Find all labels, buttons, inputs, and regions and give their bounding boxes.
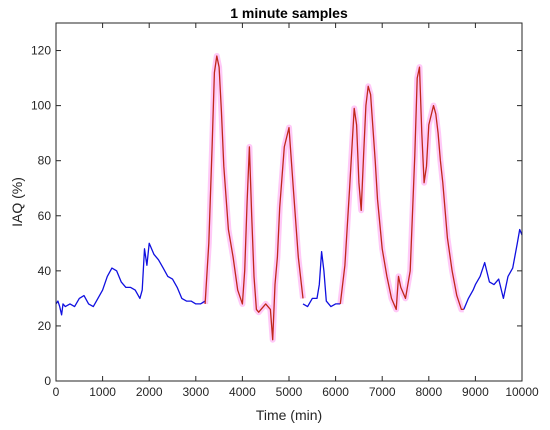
x-tick-label: 6000 <box>322 385 349 399</box>
series-line-red-1 <box>204 55 304 341</box>
x-axis-label: Time (min) <box>256 407 322 423</box>
series-line-red-3 <box>339 66 464 311</box>
x-tick-label: 4000 <box>229 385 256 399</box>
series-line-blue-0 <box>55 242 206 316</box>
y-tick-label: 40 <box>38 264 52 278</box>
y-tick-label: 0 <box>44 374 51 388</box>
chart-title: 1 minute samples <box>230 5 348 21</box>
y-tick-label: 60 <box>38 209 52 223</box>
y-tick-label: 20 <box>38 319 52 333</box>
x-tick-label: 3000 <box>182 385 209 399</box>
series-line-blue-2 <box>302 250 341 308</box>
x-tick-label: 0 <box>53 385 60 399</box>
x-tick-label: 5000 <box>276 385 303 399</box>
y-axis: 0 20 40 60 80 100 120 <box>31 44 522 388</box>
y-tick-label: 80 <box>38 154 52 168</box>
series-line-blue-4 <box>463 228 523 310</box>
x-tick-label: 10000 <box>505 385 539 399</box>
x-tick-label: 2000 <box>136 385 163 399</box>
x-tick-label: 8000 <box>415 385 442 399</box>
x-tick-label: 9000 <box>462 385 489 399</box>
y-tick-label: 120 <box>31 44 51 58</box>
x-tick-label: 1000 <box>89 385 116 399</box>
series-layer <box>55 55 523 341</box>
x-axis: 0 1000 2000 3000 4000 5000 6000 7000 8000 9000 100… <box>53 23 539 399</box>
y-axis-label: IAQ (%) <box>9 177 25 227</box>
x-tick-label: 7000 <box>369 385 396 399</box>
y-tick-label: 100 <box>31 99 51 113</box>
